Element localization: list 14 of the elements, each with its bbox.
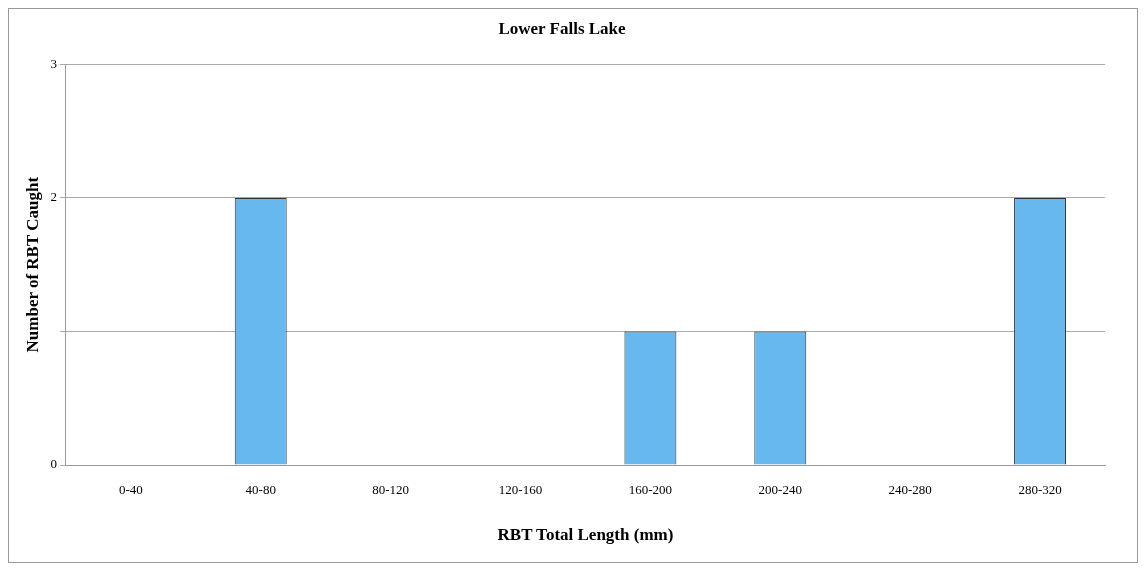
chart-title: Lower Falls Lake [498,18,627,38]
x-tick-label: 240-280 [888,482,932,498]
x-tick-label: 200-240 [758,482,802,498]
y-tick-label: 3 [50,55,57,71]
y-axis-title: Number of RBT Caught [22,176,42,353]
x-axis-title: RBT Total Length (mm) [497,525,674,545]
y-tick-label: 0 [50,456,57,472]
y-tick-label: 2 [50,189,57,205]
x-tick-label: 160-200 [628,482,673,498]
x-tick-label: 280-320 [1018,482,1062,498]
x-tick-label: 40-80 [245,482,276,498]
x-tick-label: 80-120 [372,482,410,498]
x-tick-label: 0-40 [118,482,143,498]
x-tick-label: 120-160 [498,482,543,498]
